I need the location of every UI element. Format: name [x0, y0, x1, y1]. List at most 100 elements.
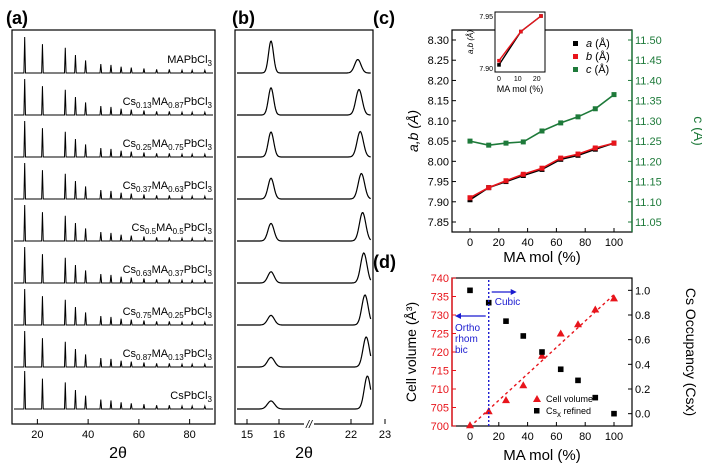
volume-point — [519, 381, 528, 389]
inset-ylabel: a,b (Å) — [466, 30, 475, 54]
sample-label: Cs0.25MA0.75PbCl3 — [123, 138, 213, 152]
panel-c-lattice-chart: 0 20 40 60 80 1007.857.907.958.008.058.108.15… — [405, 11, 702, 266]
y-tick-label-left: 715 — [431, 366, 449, 378]
legend-marker — [533, 395, 541, 402]
y-tick-label-right: 0.2 — [635, 384, 650, 396]
x-tick-label: 40 — [521, 237, 533, 249]
x-tick-label: 16 — [273, 429, 285, 441]
volume-point — [466, 421, 474, 429]
data-point — [520, 171, 526, 177]
xrd-trace-a — [14, 246, 213, 284]
xrd-trace-b — [237, 40, 371, 74]
panel-c-xlabel: MA mol (%) — [503, 249, 581, 266]
y-tick-label-left: 725 — [431, 329, 449, 341]
inset-y-tick-label: 7.90 — [479, 66, 493, 73]
occupancy-point — [539, 349, 545, 355]
data-point — [611, 140, 617, 146]
axis-break-mark: // — [305, 419, 313, 431]
y-tick-label-right: 11.10 — [635, 197, 662, 209]
xrd-trace-b — [237, 130, 371, 158]
x-tick-label: 0 — [467, 237, 473, 249]
cubic-label: Cubic — [495, 297, 521, 308]
y-tick-label-right: 0.4 — [635, 359, 650, 371]
y-tick-label-left: 705 — [431, 403, 449, 415]
ortho-label: rhom — [455, 334, 478, 345]
panel-d-label: (d) — [373, 252, 396, 272]
y-tick-label-right: 11.05 — [635, 217, 662, 229]
data-point — [486, 142, 492, 148]
legend-label: Csx refined — [546, 406, 591, 419]
ortho-label: bic — [455, 345, 468, 356]
y-tick-label-left: 8.10 — [428, 116, 449, 128]
data-point — [467, 138, 473, 144]
legend-marker — [534, 408, 540, 414]
xrd-trace-a — [14, 330, 213, 368]
xrd-trace-b — [237, 294, 372, 326]
inset-xlabel: MA mol (%) — [497, 84, 544, 94]
x-tick-label: 80 — [579, 237, 591, 249]
occupancy-point — [467, 287, 473, 294]
sample-label: Cs0.13MA0.87PbCl3 — [123, 96, 213, 110]
legend-label: a (Å) — [586, 37, 610, 50]
data-point — [611, 92, 617, 98]
legend-marker — [573, 41, 578, 46]
y-tick-label-right: 11.35 — [635, 96, 662, 108]
xrd-trace-a — [14, 288, 213, 326]
xrd-trace-b — [237, 336, 372, 368]
occupancy-point — [575, 377, 581, 384]
x-tick-label: 60 — [550, 237, 562, 249]
sample-label: Cs0.5MA0.5PbCl3 — [132, 222, 213, 236]
y-tick-label-left: 7.90 — [428, 197, 449, 209]
legend-marker — [573, 67, 578, 72]
legend-marker — [573, 54, 578, 59]
x-tick-label: 80 — [184, 429, 196, 441]
x-tick-label: 22 — [345, 429, 357, 441]
axis-break-mask — [304, 418, 314, 428]
inset-point — [497, 58, 501, 63]
panel-d-volume-chart: 0 20 40 60 80 100 700 705 710 715 720 725 730 735 740 0… — [403, 273, 699, 464]
panel-c-ylabel-right: c (Å) — [691, 116, 702, 146]
volume-point — [574, 320, 582, 328]
series-line — [469, 93, 615, 147]
volume-point — [556, 329, 565, 337]
data-point — [592, 106, 598, 112]
inset-x-tick-label: 10 — [514, 76, 522, 83]
x-tick-label: 100 — [605, 431, 623, 443]
inset-x-tick-label: 20 — [533, 76, 541, 83]
data-point — [503, 140, 509, 146]
inset-point — [539, 14, 543, 18]
sample-label: MAPbCl3 — [167, 54, 212, 68]
ortho-arrowhead — [455, 313, 461, 319]
data-point — [539, 165, 545, 171]
volume-point — [591, 305, 600, 313]
y-tick-label-right: 11.45 — [635, 55, 662, 67]
xrd-trace-a — [14, 162, 213, 200]
panel-d-ylabel-left: Cell volume (Å³) — [403, 302, 419, 402]
y-tick-label-right: 11.20 — [635, 156, 662, 168]
y-tick-label-right: 11.25 — [635, 136, 662, 148]
x-tick-label: 60 — [133, 429, 145, 441]
y-tick-label-right: 1.0 — [635, 285, 650, 297]
y-tick-label-left: 7.85 — [428, 217, 449, 229]
xrd-trace-a — [14, 370, 213, 410]
inset-point — [519, 29, 523, 34]
x-tick-label: 40 — [521, 431, 533, 443]
xrd-trace-b — [237, 375, 372, 410]
x-tick-label: 20 — [493, 237, 505, 249]
panel-a-xrd: MAPbCl3 Cs0.13MA0.87PbCl3 Cs0.25MA0.75PbCl… — [11, 29, 216, 462]
panel-c-ylabel-left: a,b (Å) — [405, 110, 421, 152]
volume-point — [502, 396, 510, 404]
y-tick-label-left: 7.95 — [428, 177, 449, 189]
y-tick-label-left: 700 — [431, 421, 449, 433]
y-tick-label-left: 740 — [431, 273, 449, 285]
panel-a-xlabel: 2θ — [109, 445, 127, 462]
y-tick-label-left: 8.15 — [428, 96, 449, 108]
data-point — [520, 139, 526, 145]
y-tick-label-right: 0.0 — [635, 409, 650, 421]
panel-b-frame — [234, 29, 374, 425]
data-point — [558, 155, 564, 161]
sample-label: CsPbCl3 — [170, 390, 212, 404]
panel-b-label: (b) — [232, 8, 255, 28]
occupancy-point — [611, 410, 617, 417]
